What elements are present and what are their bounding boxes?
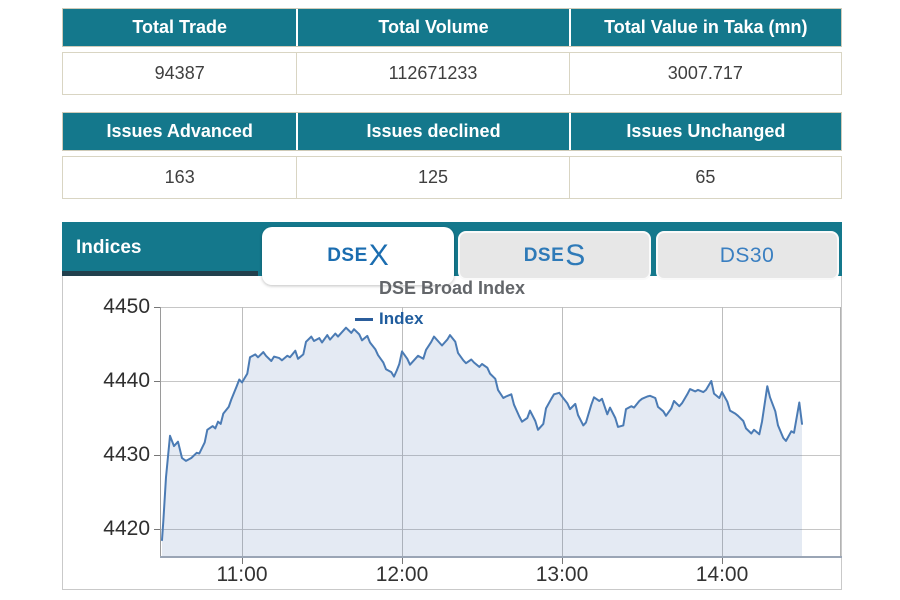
x-axis-label: 14:00 xyxy=(695,563,749,586)
tab-dsex[interactable]: DSE X xyxy=(262,227,454,285)
tab-dsex-label: DSE xyxy=(327,245,368,266)
tab-ds30[interactable]: DS30 xyxy=(656,231,839,280)
table-value-cell: 125 xyxy=(296,157,568,198)
tab-dses-label: DSE xyxy=(523,244,565,266)
table-header-cell: Issues Advanced xyxy=(106,121,253,141)
table-value-row: 94387 112671233 3007.717 xyxy=(62,52,842,95)
y-axis-label: 4430 xyxy=(103,443,150,466)
table-value-cell: 94387 xyxy=(154,63,205,83)
table-value-cell: 163 xyxy=(164,167,195,187)
chart-legend: Index xyxy=(355,309,423,329)
y-axis-label: 4450 xyxy=(103,295,150,318)
y-axis-label: 4420 xyxy=(103,517,150,540)
table-value-cell: 65 xyxy=(568,157,841,198)
table-header-row: Issues Advanced Issues declined Issues U… xyxy=(62,112,842,151)
summary-table-trade: Total Trade Total Volume Total Value in … xyxy=(62,8,842,95)
table-header-cell: Total Value in Taka (mn) xyxy=(568,9,841,46)
x-axis-label: 12:00 xyxy=(375,563,429,586)
table-header-cell: Total Volume xyxy=(296,9,568,46)
table-header-cell: Total Trade xyxy=(132,17,228,37)
table-value-cell: 3007.717 xyxy=(568,53,841,94)
chart-title: DSE Broad Index xyxy=(378,278,526,298)
indices-title: Indices xyxy=(76,237,142,258)
y-axis-label: 4440 xyxy=(103,369,150,392)
x-axis-label: 11:00 xyxy=(216,563,268,586)
table-header-cell: Issues declined xyxy=(296,113,568,150)
table-value-row: 163 125 65 xyxy=(62,156,842,199)
tab-ds30-label: DS30 xyxy=(719,243,775,267)
summary-table-issues: Issues Advanced Issues declined Issues U… xyxy=(62,112,842,199)
table-value-cell: 112671233 xyxy=(296,53,568,94)
table-header-row: Total Trade Total Volume Total Value in … xyxy=(62,8,842,47)
legend-line-icon xyxy=(355,317,373,321)
legend-label: Index xyxy=(379,309,424,328)
table-header-cell: Issues Unchanged xyxy=(568,113,841,150)
index-area-chart xyxy=(154,307,842,564)
indices-underline xyxy=(62,271,258,276)
indices-panel: Indices DSE X DSE S DS30 DSE Broad Index I… xyxy=(62,222,842,590)
tab-dses[interactable]: DSE S xyxy=(458,231,651,280)
x-axis-label: 13:00 xyxy=(535,563,589,586)
